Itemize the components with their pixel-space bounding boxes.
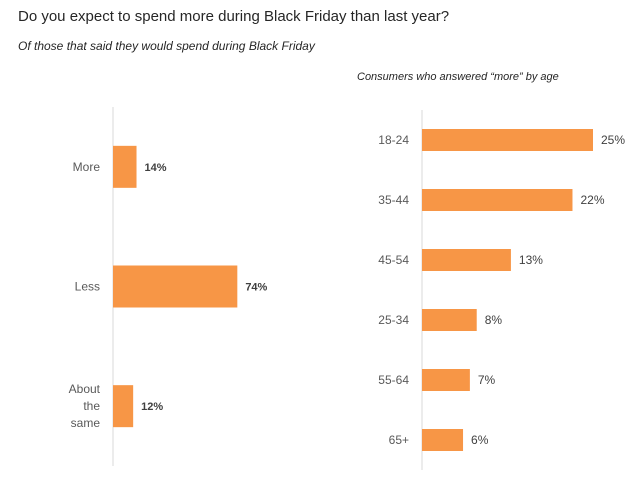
value-label: 22% [580,193,604,207]
value-label: 8% [485,313,503,327]
chart-subtitle: Of those that said they would spend duri… [18,39,315,53]
value-label: 14% [145,162,167,174]
bar [422,129,593,151]
category-label: More [73,160,101,174]
bar [113,385,134,428]
bar [422,189,573,211]
value-label: 13% [519,253,543,267]
more-by-age-chart: 18-24 25% 35-44 22% 45-54 13% 25-34 8% 55-64 7% 65… [378,110,625,470]
category-label: 35-44 [378,193,409,207]
category-label: 55-64 [378,373,409,387]
age-chart-title: Consumers who answered “more” by age [357,71,559,83]
value-label: 12% [141,401,163,413]
bar [422,429,464,451]
value-label: 6% [471,433,489,447]
bar [422,309,477,331]
category-label: 25-34 [378,313,409,327]
category-label: 18-24 [378,133,409,147]
category-label: Less [75,280,100,294]
category-label: 65+ [389,433,409,447]
category-label: About the same [69,382,101,430]
value-label: 25% [601,133,625,147]
value-label: 74% [245,282,267,294]
bar [422,369,470,391]
bar [422,249,511,271]
spend-expectation-chart: More 14% Less 74% About the same 12% [69,107,268,466]
chart-title: Do you expect to spend more during Black… [18,8,450,25]
bar [113,145,137,188]
value-label: 7% [478,373,496,387]
bar [113,265,238,308]
category-label: 45-54 [378,253,409,267]
